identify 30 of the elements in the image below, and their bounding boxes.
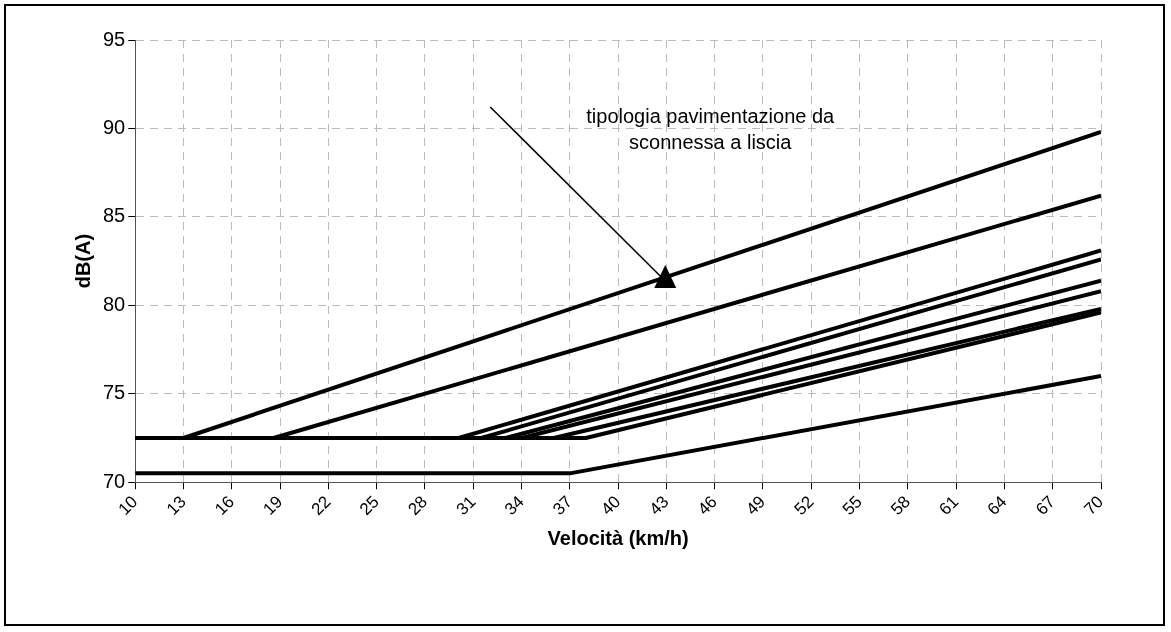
x-tick-label: 25 [356, 492, 383, 519]
x-tick-label: 49 [742, 492, 770, 519]
x-tick-label: 40 [597, 492, 625, 519]
x-tick-label: 34 [500, 492, 528, 519]
x-tick-label: 19 [259, 492, 287, 519]
x-tick-label: 10 [114, 492, 142, 519]
x-tick-label: 31 [452, 492, 480, 519]
x-tick-label: 37 [549, 492, 576, 519]
x-tick-label: 64 [983, 492, 1011, 519]
x-tick-label: 67 [1032, 492, 1059, 519]
x-tick-label: 58 [887, 492, 914, 519]
x-tick-label: 13 [162, 492, 190, 519]
y-tick-label: 95 [103, 27, 126, 50]
x-tick-label: 16 [211, 492, 238, 519]
y-tick-label: 70 [103, 469, 126, 492]
y-tick-label: 90 [103, 115, 126, 138]
x-axis-title: Velocità (km/h) [547, 526, 689, 549]
x-tick-label: 52 [790, 492, 818, 519]
x-tick-label: 22 [307, 492, 335, 519]
x-tick-label: 70 [1080, 492, 1108, 519]
x-tick-label: 61 [935, 492, 963, 519]
x-tick-label: 46 [694, 492, 721, 519]
x-tick-label: 43 [645, 492, 673, 519]
y-tick-label: 80 [103, 292, 126, 315]
y-axis-title: dB(A) [71, 233, 94, 289]
y-tick-label: 85 [103, 204, 126, 227]
x-tick-label: 55 [838, 492, 866, 519]
y-tick-label: 75 [103, 381, 126, 404]
x-tick-label: 28 [404, 492, 432, 519]
annotation: tipologia pavimentazione da sconnessa a liscia [586, 104, 836, 153]
